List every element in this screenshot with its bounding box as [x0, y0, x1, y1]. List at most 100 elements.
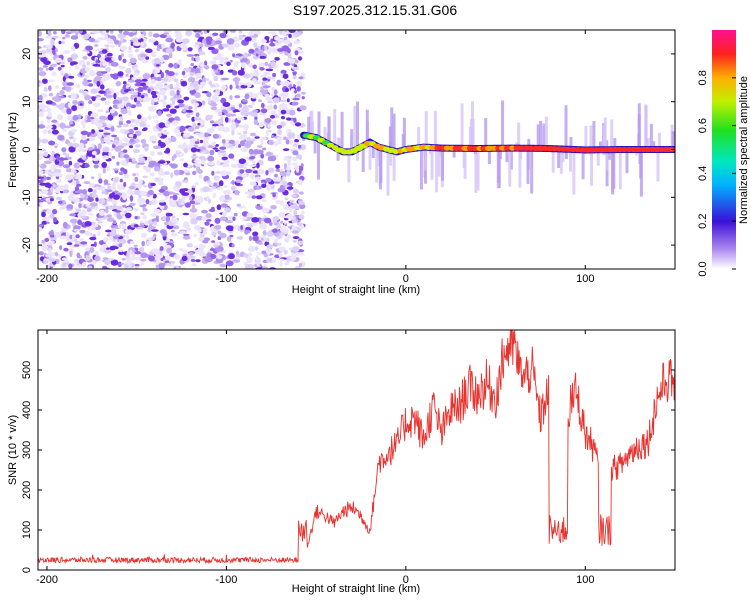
noise-speckle — [198, 236, 205, 242]
noise-speckle — [195, 72, 202, 79]
noise-speckle — [194, 141, 200, 145]
noise-speckle — [117, 71, 124, 77]
noise-speckle — [221, 84, 227, 90]
noise-speckle — [112, 139, 119, 145]
noise-speckle — [78, 60, 86, 66]
noise-speckle — [248, 48, 255, 54]
noise-speckle — [38, 53, 46, 58]
noise-speckle — [298, 76, 304, 80]
noise-speckle — [261, 199, 267, 202]
noise-speckle — [90, 88, 98, 94]
snr-ylabel: SNR (10 * v/v) — [7, 415, 19, 485]
figure-title: S197.2025.312.15.31.G06 — [293, 2, 457, 18]
noise-speckle — [201, 209, 208, 214]
noise-speckle — [166, 113, 172, 117]
noise-speckle — [126, 189, 131, 195]
noise-speckle — [248, 148, 254, 155]
noise-speckle — [61, 257, 68, 261]
noise-speckle — [284, 88, 290, 92]
noise-speckle — [278, 232, 285, 236]
noise-speckle — [279, 260, 283, 267]
noise-speckle — [237, 69, 245, 76]
noise-speckle — [89, 202, 98, 207]
noise-speckle — [118, 251, 125, 255]
noise-speckle — [129, 138, 135, 143]
noise-speckle — [244, 93, 250, 100]
noise-speckle — [80, 241, 88, 245]
noise-speckle — [216, 246, 224, 252]
noise-speckle — [189, 208, 198, 213]
noise-speckle — [260, 153, 265, 159]
noise-speckle — [128, 185, 136, 190]
noise-speckle — [231, 185, 236, 192]
noise-speckle — [73, 42, 80, 49]
noise-speckle — [59, 245, 63, 251]
noise-speckle — [100, 137, 105, 144]
noise-speckle — [192, 214, 197, 217]
noise-speckle — [267, 76, 272, 80]
noise-speckle — [173, 62, 178, 69]
noise-speckle — [259, 223, 267, 230]
y-tick-label: -10 — [21, 189, 33, 205]
noise-speckle — [159, 34, 167, 39]
noise-speckle — [262, 85, 271, 89]
noise-speckle — [57, 253, 62, 259]
noise-speckle — [301, 96, 305, 100]
noise-speckle — [202, 229, 208, 236]
noise-speckle — [118, 30, 123, 34]
noise-speckle — [183, 96, 190, 101]
noise-speckle — [92, 63, 101, 67]
noise-speckle — [43, 252, 47, 256]
x-tick-label: -100 — [215, 273, 237, 285]
noise-speckle — [244, 142, 251, 149]
noise-speckle — [58, 40, 62, 45]
noise-speckle — [109, 193, 113, 199]
signal-streak — [652, 141, 656, 150]
noise-speckle — [257, 49, 264, 55]
noise-speckle — [88, 247, 95, 253]
signal-streak — [526, 148, 530, 184]
noise-speckle — [119, 116, 124, 121]
signal-streak — [350, 129, 354, 152]
noise-speckle — [88, 227, 96, 231]
signal-streak — [317, 111, 321, 140]
noise-speckle — [193, 233, 197, 238]
noise-speckle — [201, 100, 206, 106]
signal-streak — [542, 123, 546, 149]
noise-speckle — [98, 217, 105, 221]
noise-speckle — [55, 231, 61, 238]
noise-speckle — [183, 233, 190, 237]
noise-speckle — [118, 249, 124, 252]
noise-speckle — [113, 92, 117, 100]
noise-speckle — [81, 134, 87, 141]
noise-speckle — [255, 258, 260, 261]
noise-speckle — [123, 173, 130, 179]
noise-speckle — [281, 224, 286, 229]
noise-speckle — [80, 130, 89, 136]
noise-speckle — [48, 30, 52, 33]
noise-speckle — [169, 90, 176, 97]
noise-speckle — [264, 118, 272, 123]
noise-speckle — [73, 260, 79, 265]
noise-speckle — [190, 147, 198, 153]
signal-streak — [564, 105, 568, 150]
noise-speckle — [278, 104, 286, 109]
noise-speckle — [271, 86, 276, 92]
noise-speckle — [65, 34, 70, 38]
noise-speckle — [260, 139, 264, 146]
noise-speckle — [128, 45, 132, 51]
noise-speckle — [211, 49, 219, 55]
noise-speckle — [286, 166, 291, 171]
noise-speckle — [88, 147, 94, 151]
noise-speckle — [211, 141, 217, 147]
noise-speckle — [115, 80, 122, 87]
noise-speckle — [179, 158, 185, 162]
noise-speckle — [118, 54, 122, 61]
noise-speckle — [221, 126, 230, 133]
noise-speckle — [212, 32, 219, 36]
noise-speckle — [269, 42, 276, 47]
noise-speckle — [139, 53, 147, 58]
noise-speckle — [75, 180, 80, 185]
noise-speckle — [92, 189, 97, 195]
noise-speckle — [74, 186, 79, 191]
